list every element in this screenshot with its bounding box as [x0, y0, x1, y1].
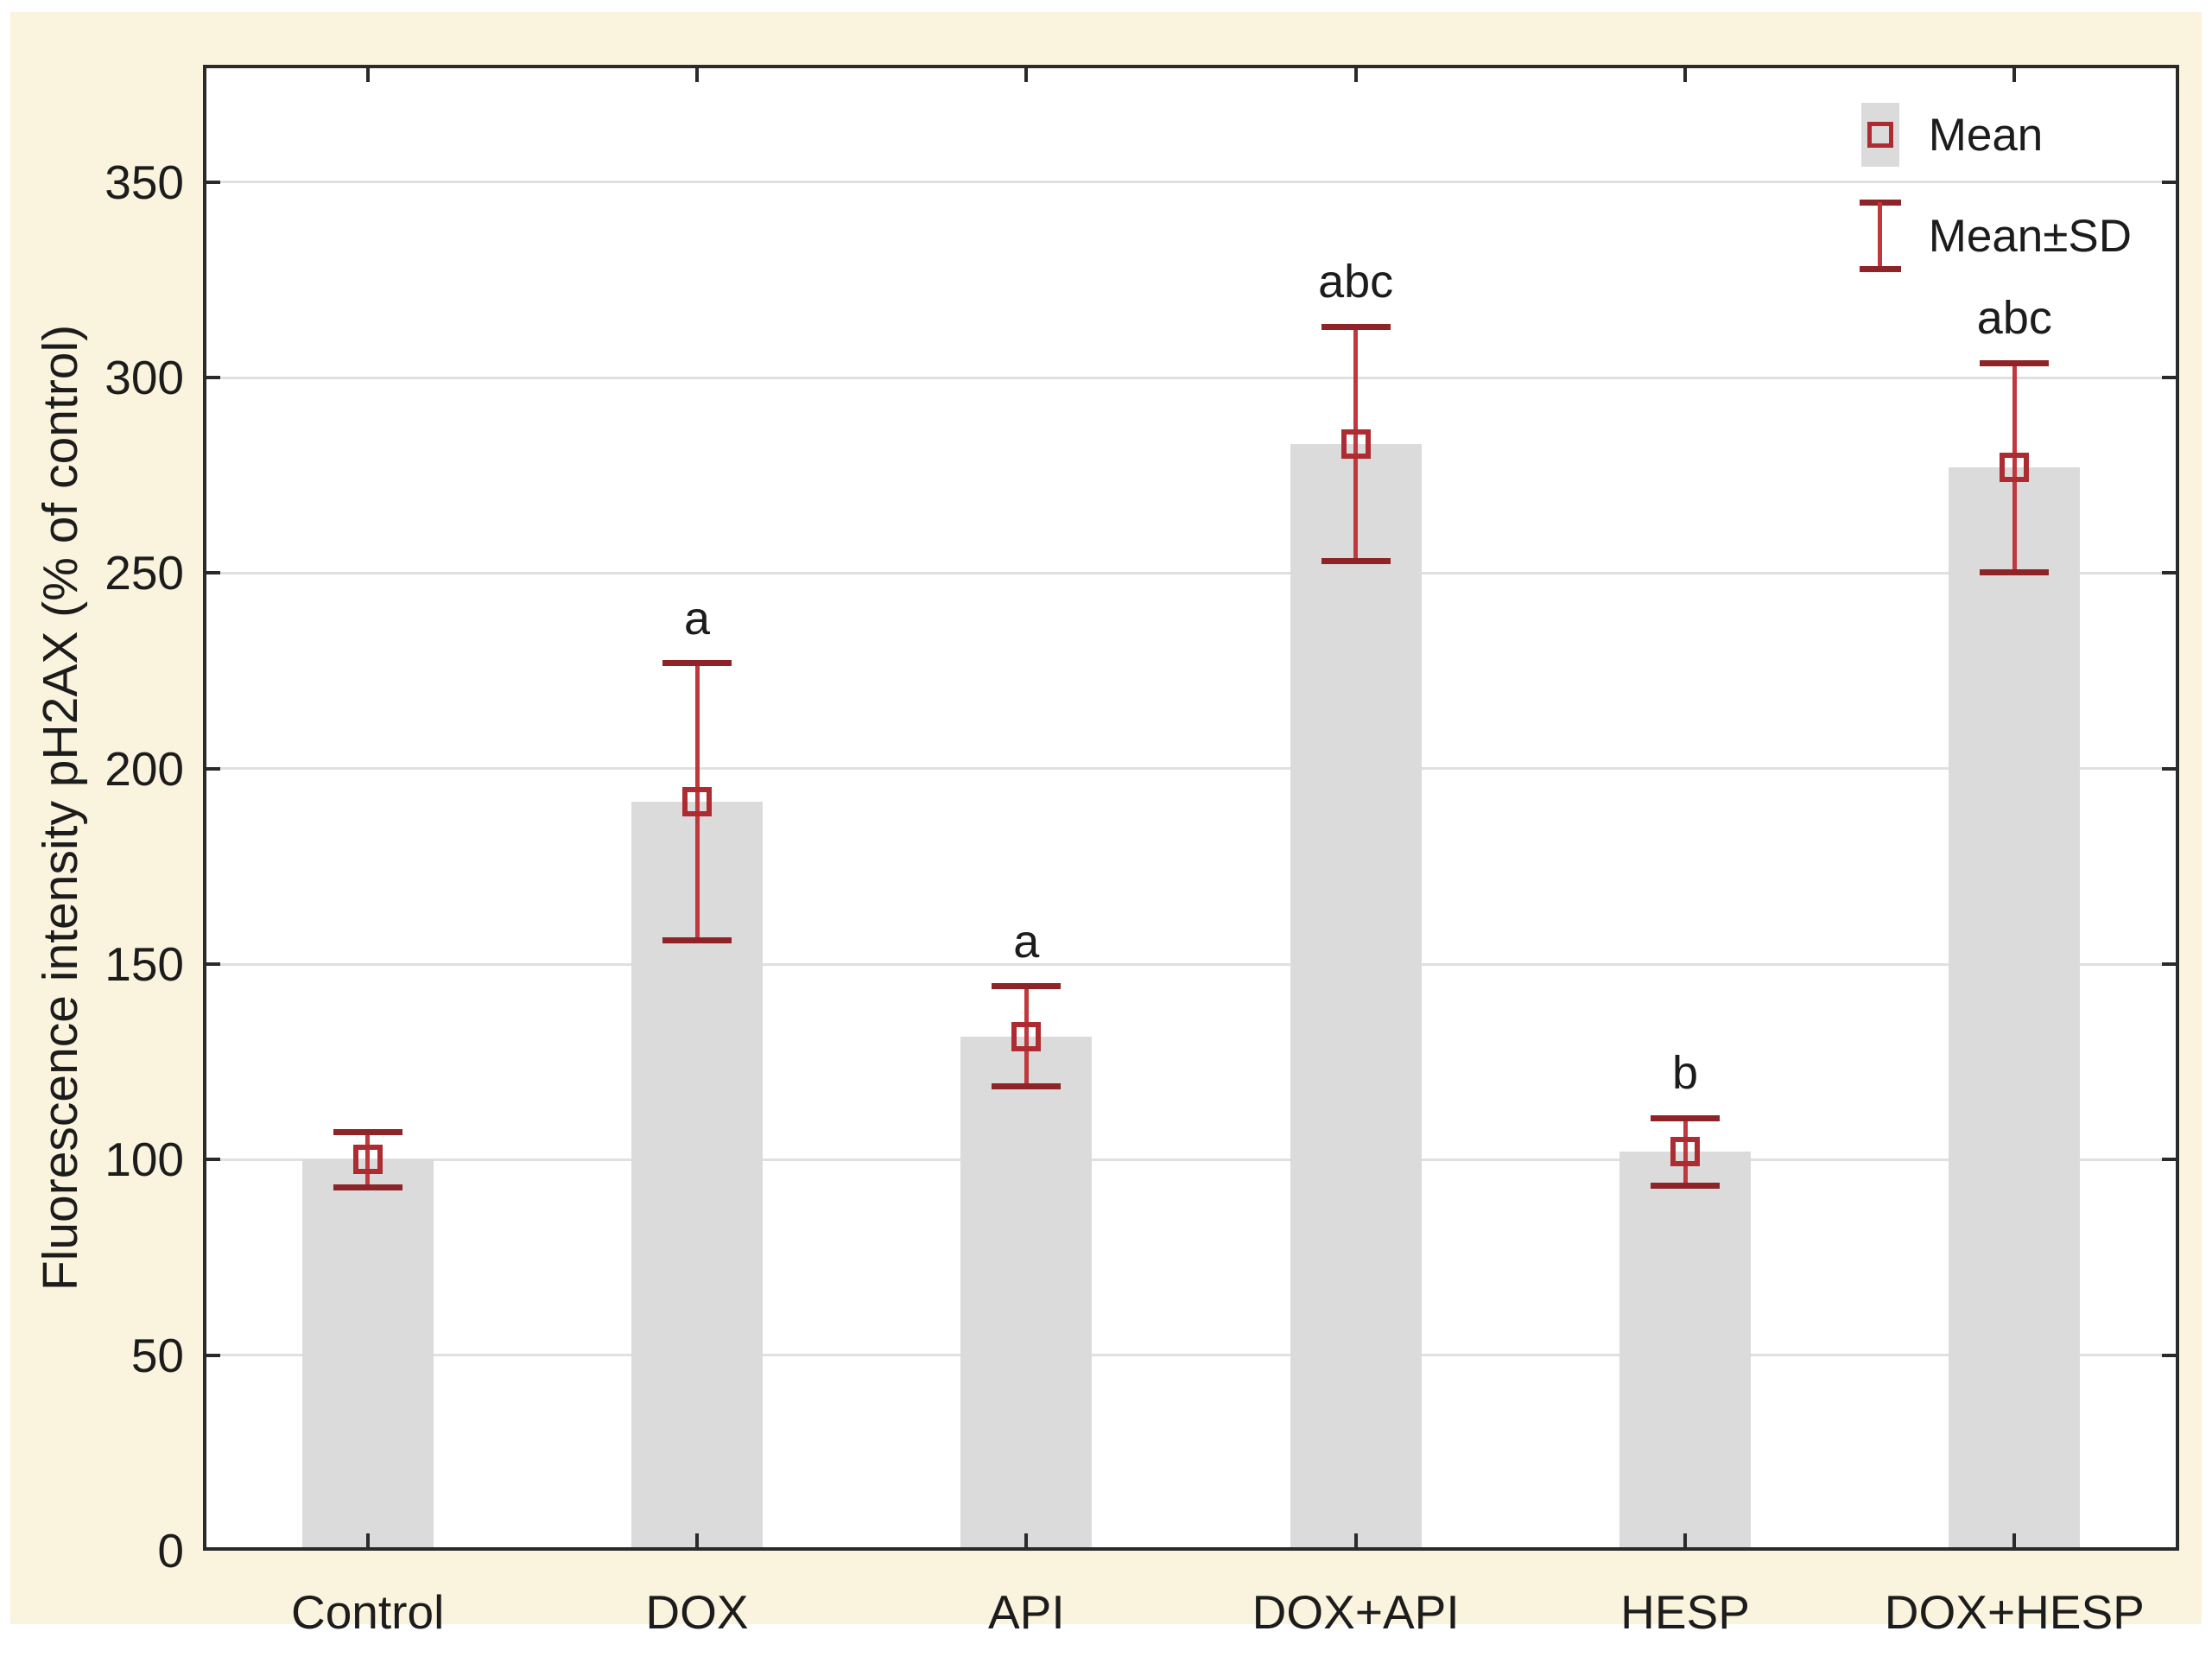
- error-bar-lower-cap: [662, 937, 732, 944]
- legend: Mean Mean±SD: [1854, 103, 2132, 272]
- y-axis-tick: [203, 1158, 220, 1162]
- x-category-label: HESP: [1620, 1585, 1750, 1639]
- error-bar-upper-cap: [662, 660, 732, 667]
- gridline: [203, 767, 2179, 771]
- x-category-label: DOX+API: [1252, 1585, 1460, 1639]
- y-axis-tick-right: [2162, 571, 2179, 575]
- y-tick-label: 150: [105, 937, 184, 992]
- gridline: [203, 571, 2179, 574]
- legend-item-mean: Mean: [1854, 103, 2132, 167]
- mean-marker: [352, 1145, 383, 1175]
- plot-frame: [203, 65, 2179, 1551]
- y-tick-label: 300: [105, 351, 184, 405]
- mean-marker-icon: [1854, 103, 1906, 167]
- error-bar-upper-cap: [333, 1129, 402, 1136]
- y-tick-label: 100: [105, 1133, 184, 1187]
- y-tick-label: 200: [105, 741, 184, 796]
- x-axis-tick: [365, 1533, 370, 1551]
- y-axis-tick: [203, 1353, 220, 1357]
- x-category-label: API: [988, 1585, 1065, 1639]
- significance-letter: abc: [1976, 292, 2052, 345]
- x-axis-tick: [695, 1533, 699, 1551]
- significance-letter: abc: [1318, 256, 1394, 308]
- y-axis-tick-right: [2162, 1353, 2179, 1357]
- mean-square-icon: [1867, 122, 1893, 148]
- mean-marker: [2000, 453, 2030, 483]
- errorbar-glyph: [1859, 200, 1901, 272]
- legend-label-mean-sd: Mean±SD: [1928, 210, 2132, 262]
- error-bar-lower-cap: [333, 1184, 402, 1190]
- x-axis-tick-top: [365, 65, 370, 82]
- y-axis-tick-right: [2162, 180, 2179, 184]
- y-axis-tick-right: [2162, 376, 2179, 380]
- gridline: [203, 1354, 2179, 1357]
- y-axis-tick: [203, 180, 220, 184]
- mean-marker: [682, 787, 712, 817]
- errorbar-icon: [1854, 200, 1906, 272]
- x-category-label: DOX: [645, 1585, 749, 1639]
- significance-letter: a: [1013, 915, 1040, 968]
- bar: [1290, 444, 1422, 1551]
- chart-figure: Fluorescence intensity pH2AX (% of contr…: [10, 12, 2202, 1639]
- x-axis-tick: [1024, 1533, 1029, 1551]
- x-category-label: Control: [291, 1585, 445, 1639]
- x-axis-tick-top: [695, 65, 699, 82]
- plot-area: Mean Mean±SD a a abc b abc: [203, 65, 2179, 1551]
- x-axis-tick: [1353, 1533, 1358, 1551]
- bar: [960, 1036, 1093, 1551]
- error-bar-lower-cap: [1980, 568, 2050, 575]
- errorbar-bottom-cap: [1859, 266, 1901, 272]
- gridline: [203, 962, 2179, 966]
- error-bar-stem: [2012, 363, 2017, 573]
- error-bar-lower-cap: [992, 1083, 1062, 1090]
- mean-marker: [1341, 429, 1371, 460]
- x-axis-tick: [1683, 1533, 1687, 1551]
- error-bar-upper-cap: [1651, 1114, 1720, 1121]
- mean-marker: [1011, 1021, 1042, 1051]
- y-tick-label: 350: [105, 155, 184, 209]
- error-bar-upper-cap: [992, 983, 1062, 990]
- legend-label-mean: Mean: [1928, 109, 2044, 161]
- y-axis-tick-right: [2162, 766, 2179, 771]
- y-axis-tick: [203, 766, 220, 771]
- error-bar-upper-cap: [1980, 359, 2050, 366]
- error-bar-stem: [694, 663, 700, 941]
- legend-item-mean-sd: Mean±SD: [1854, 200, 2132, 272]
- bar-fill-swatch: [1860, 103, 1899, 167]
- x-category-label: DOX+HESP: [1884, 1585, 2145, 1639]
- y-axis-tick-right: [2162, 962, 2179, 967]
- gridline: [203, 181, 2179, 184]
- error-bar-stem: [1683, 1118, 1688, 1186]
- significance-letter: a: [683, 592, 711, 644]
- mean-marker: [1670, 1137, 1700, 1167]
- y-tick-label: 0: [157, 1524, 184, 1577]
- y-axis-tick: [203, 962, 220, 967]
- error-bar-stem: [365, 1132, 371, 1188]
- error-bar-upper-cap: [1321, 323, 1391, 330]
- y-axis-tick: [203, 376, 220, 380]
- gridline: [203, 376, 2179, 379]
- error-bar-stem: [1024, 986, 1029, 1087]
- errorbar-stem: [1877, 202, 1882, 270]
- x-axis-tick-top: [2012, 65, 2017, 82]
- y-axis-tick-right: [2162, 1158, 2179, 1162]
- y-tick-label: 50: [130, 1328, 184, 1382]
- bar: [1949, 467, 2081, 1551]
- significance-letter: b: [1671, 1047, 1699, 1100]
- x-axis-tick-top: [1353, 65, 1358, 82]
- y-axis-tick: [203, 571, 220, 575]
- x-axis-tick-top: [1024, 65, 1029, 82]
- bar: [301, 1159, 434, 1551]
- y-tick-label: 250: [105, 546, 184, 600]
- x-axis-tick: [2012, 1533, 2017, 1551]
- gridline: [203, 1158, 2179, 1161]
- error-bar-stem: [1353, 327, 1359, 562]
- error-bar-lower-cap: [1651, 1182, 1720, 1189]
- error-bar-lower-cap: [1321, 558, 1391, 565]
- x-axis-tick-top: [1683, 65, 1687, 82]
- bar: [1619, 1152, 1751, 1551]
